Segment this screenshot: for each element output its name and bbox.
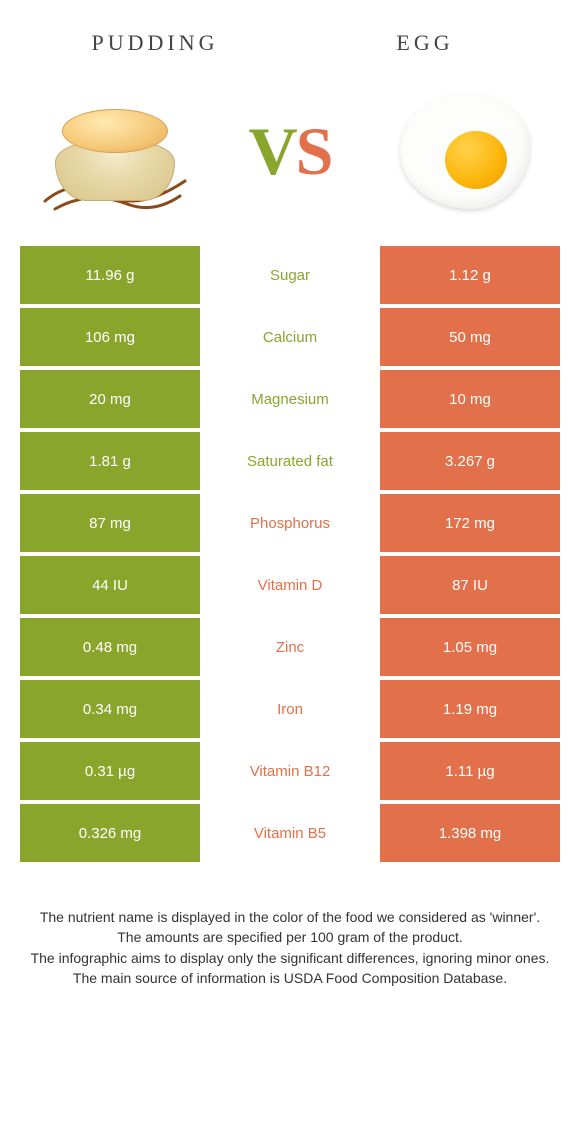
nutrient-label: Vitamin B5 (200, 804, 380, 862)
table-row: 87 mgPhosphorus172 mg (20, 494, 560, 552)
value-right: 87 IU (380, 556, 560, 614)
nutrient-label: Sugar (200, 246, 380, 304)
footnote-line: The main source of information is USDA F… (30, 968, 550, 988)
nutrient-label: Saturated fat (200, 432, 380, 490)
value-left: 20 mg (20, 370, 200, 428)
table-row: 0.31 µgVitamin B121.11 µg (20, 742, 560, 800)
table-row: 0.326 mgVitamin B51.398 mg (20, 804, 560, 862)
vs-v: V (249, 113, 296, 189)
title-row: PUDDING EGG (0, 0, 580, 66)
nutrient-label: Phosphorus (200, 494, 380, 552)
value-left: 87 mg (20, 494, 200, 552)
table-row: 0.34 mgIron1.19 mg (20, 680, 560, 738)
vs-label: VS (249, 112, 332, 191)
table-row: 44 IUVitamin D87 IU (20, 556, 560, 614)
vs-s: S (296, 113, 332, 189)
nutrient-label: Calcium (200, 308, 380, 366)
value-right: 1.12 g (380, 246, 560, 304)
value-left: 11.96 g (20, 246, 200, 304)
table-row: 20 mgMagnesium10 mg (20, 370, 560, 428)
value-left: 44 IU (20, 556, 200, 614)
table-row: 1.81 gSaturated fat3.267 g (20, 432, 560, 490)
footnotes: The nutrient name is displayed in the co… (30, 907, 550, 988)
table-row: 106 mgCalcium50 mg (20, 308, 560, 366)
egg-image (380, 86, 550, 216)
nutrient-label: Zinc (200, 618, 380, 676)
hero-row: VS (0, 66, 580, 246)
table-row: 0.48 mgZinc1.05 mg (20, 618, 560, 676)
nutrient-table: 11.96 gSugar1.12 g106 mgCalcium50 mg20 m… (20, 246, 560, 862)
nutrient-label: Vitamin D (200, 556, 380, 614)
value-left: 106 mg (20, 308, 200, 366)
nutrient-label: Magnesium (200, 370, 380, 428)
pudding-image (30, 91, 200, 211)
footnote-line: The nutrient name is displayed in the co… (30, 907, 550, 927)
value-left: 0.326 mg (20, 804, 200, 862)
value-right: 1.19 mg (380, 680, 560, 738)
value-right: 1.05 mg (380, 618, 560, 676)
value-right: 3.267 g (380, 432, 560, 490)
footnote-line: The infographic aims to display only the… (30, 948, 550, 968)
title-left: PUDDING (20, 30, 290, 56)
value-right: 172 mg (380, 494, 560, 552)
nutrient-label: Iron (200, 680, 380, 738)
title-right: EGG (290, 30, 560, 56)
value-right: 10 mg (380, 370, 560, 428)
footnote-line: The amounts are specified per 100 gram o… (30, 927, 550, 947)
value-right: 50 mg (380, 308, 560, 366)
value-left: 0.34 mg (20, 680, 200, 738)
value-left: 1.81 g (20, 432, 200, 490)
nutrient-label: Vitamin B12 (200, 742, 380, 800)
value-left: 0.48 mg (20, 618, 200, 676)
value-left: 0.31 µg (20, 742, 200, 800)
value-right: 1.11 µg (380, 742, 560, 800)
value-right: 1.398 mg (380, 804, 560, 862)
table-row: 11.96 gSugar1.12 g (20, 246, 560, 304)
